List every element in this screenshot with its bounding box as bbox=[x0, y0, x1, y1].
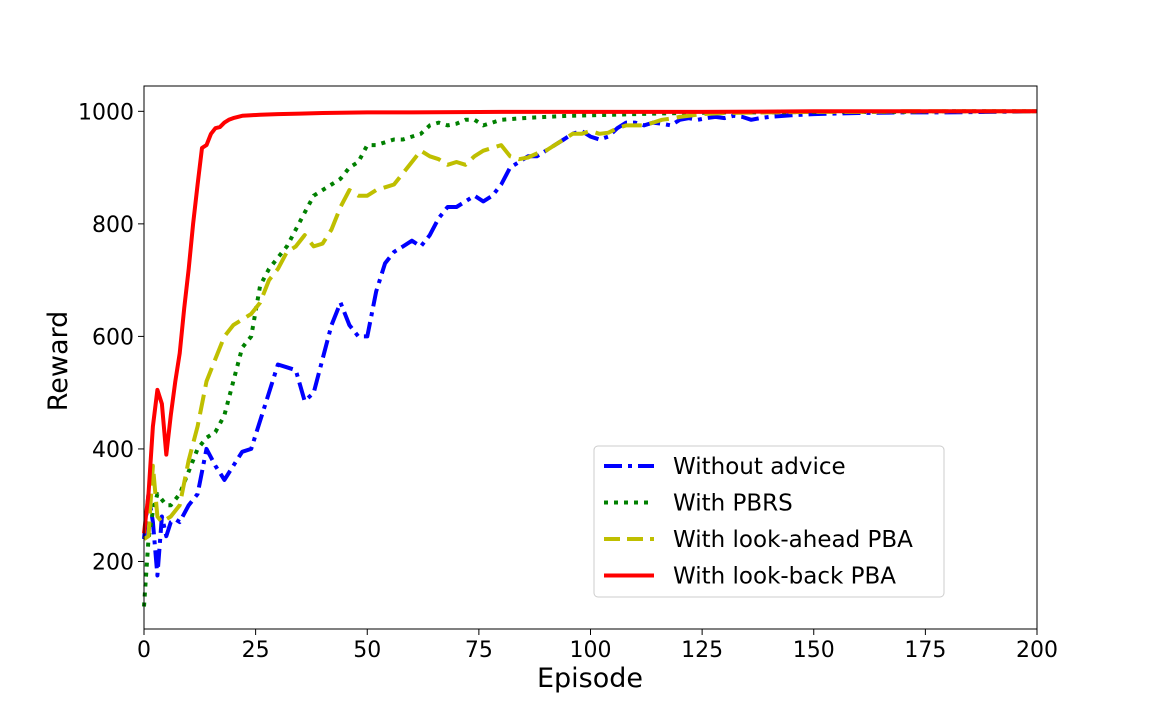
x-tick-label: 100 bbox=[570, 638, 612, 663]
series-line-3 bbox=[142, 109, 1037, 541]
legend-label-1: Without advice bbox=[673, 454, 846, 480]
y-axis-label: Reward bbox=[43, 311, 74, 412]
y-tick-label: 600 bbox=[92, 325, 134, 350]
x-tick-label: 0 bbox=[137, 638, 151, 663]
y-tick-label: 200 bbox=[92, 550, 134, 575]
series-line-2 bbox=[142, 109, 1037, 607]
series-line-1 bbox=[142, 109, 1038, 578]
x-tick-label: 50 bbox=[353, 638, 381, 663]
legend-label-3: With look-ahead PBA bbox=[673, 527, 913, 553]
legend-label-4: With look-back PBA bbox=[673, 564, 896, 590]
series-layer bbox=[142, 109, 1038, 607]
legend: Without advice With PBRS With look-ahead P… bbox=[593, 445, 945, 598]
series-line-4 bbox=[142, 109, 1037, 534]
y-axis: 200 400 600 800 1000 bbox=[78, 100, 144, 575]
x-tick-label: 150 bbox=[793, 638, 835, 663]
x-axis: 0 25 50 75 100 125 150 175 200 bbox=[137, 629, 1058, 663]
x-tick-label: 75 bbox=[465, 638, 493, 663]
y-tick-label: 400 bbox=[92, 438, 134, 463]
x-tick-label: 175 bbox=[904, 638, 946, 663]
legend-box bbox=[593, 445, 945, 598]
y-tick-label: 1000 bbox=[78, 100, 134, 125]
x-tick-label: 25 bbox=[242, 638, 270, 663]
x-tick-label: 125 bbox=[681, 638, 723, 663]
x-tick-label: 200 bbox=[1016, 638, 1058, 663]
legend-label-2: With PBRS bbox=[673, 491, 793, 517]
y-tick-label: 800 bbox=[92, 213, 134, 238]
x-axis-label: Episode bbox=[537, 663, 643, 694]
